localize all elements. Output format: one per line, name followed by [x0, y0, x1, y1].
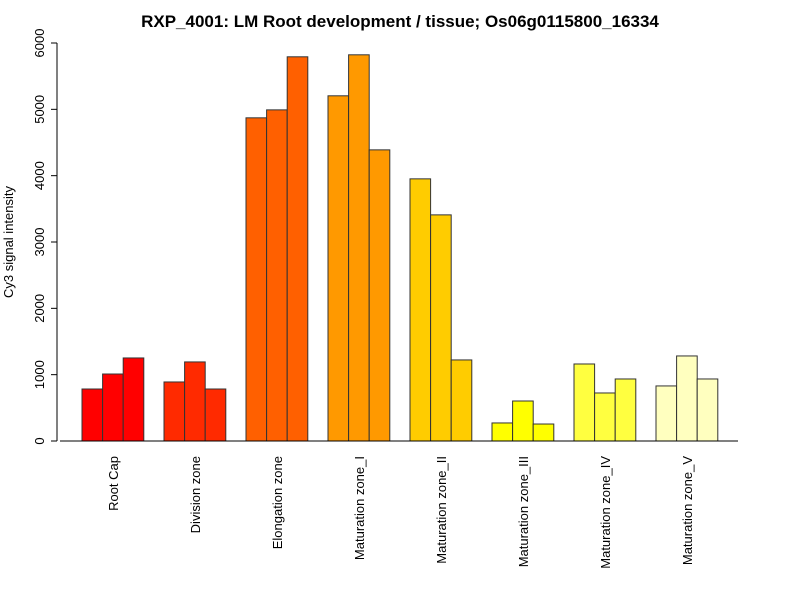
bar [81, 388, 104, 442]
bar [122, 357, 145, 442]
x-tick-label: Maturation zone_IV [598, 456, 613, 569]
y-tick-label: 0 [32, 437, 47, 444]
bar [573, 363, 596, 442]
bar [512, 400, 534, 442]
bar [532, 423, 555, 442]
bar [204, 388, 227, 442]
bar [286, 56, 309, 442]
bar [102, 373, 124, 442]
chart-title: RXP_4001: LM Root development / tissue; … [141, 12, 659, 31]
bar [450, 359, 473, 442]
x-tick-label: Maturation zone_I [352, 456, 367, 560]
x-tick-label: Maturation zone_III [516, 456, 531, 567]
bar [409, 178, 432, 442]
x-tick-label: Maturation zone_II [434, 456, 449, 564]
bar [594, 392, 616, 442]
bar [430, 214, 452, 442]
y-tick-label: 6000 [32, 29, 47, 58]
x-tick-label: Root Cap [106, 456, 121, 511]
y-tick-label: 5000 [32, 95, 47, 124]
x-axis-labels: Root Cap Division zone Elongation zone Matu… [106, 456, 695, 569]
y-tick-label: 4000 [32, 161, 47, 190]
bar [696, 378, 719, 442]
bar [348, 54, 370, 442]
bar [266, 109, 288, 442]
bars [81, 54, 719, 442]
bar [245, 117, 268, 442]
bar [614, 378, 637, 442]
x-tick-label: Elongation zone [270, 456, 285, 549]
x-tick-label: Maturation zone_V [680, 456, 695, 565]
bar [163, 381, 186, 442]
bar [184, 361, 206, 442]
y-tick-label: 3000 [32, 228, 47, 257]
bar [655, 385, 678, 442]
bar [676, 355, 698, 442]
bar [368, 149, 391, 442]
y-tick-label: 1000 [32, 360, 47, 389]
bar [491, 422, 514, 442]
y-axis-label: Cy3 signal intensity [1, 186, 16, 298]
bar [327, 95, 350, 442]
x-tick-label: Division zone [188, 456, 203, 533]
y-axis: 0 1000 2000 3000 4000 5000 6000 [32, 29, 58, 445]
y-tick-label: 2000 [32, 294, 47, 323]
